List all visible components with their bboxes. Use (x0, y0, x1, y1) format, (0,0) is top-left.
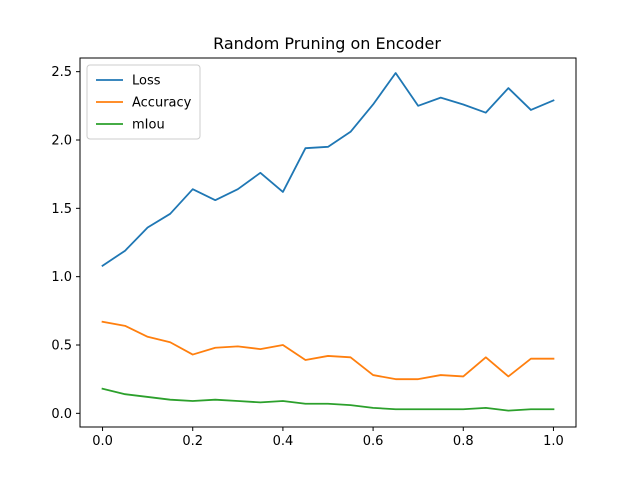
legend-label-accuracy: Accuracy (132, 96, 192, 111)
legend-label-miou: mIou (132, 118, 165, 133)
y-tick-label: 1.0 (51, 270, 72, 285)
x-tick-label: 0.8 (453, 434, 474, 449)
x-tick-label: 0.2 (182, 434, 203, 449)
legend: Loss Accuracy mIou (86, 64, 201, 140)
axes-frame (79, 57, 577, 428)
chart-title: Random Pruning on Encoder (213, 34, 441, 53)
series-line-loss (101, 72, 555, 267)
x-tick-label: 0.6 (363, 434, 384, 449)
y-tick-label: 2.5 (51, 65, 72, 80)
x-tick-label: 0.0 (92, 434, 113, 449)
y-tick-label: 0.0 (51, 407, 72, 422)
legend-label-loss: Loss (132, 74, 161, 89)
legend-box (86, 64, 201, 140)
y-tick-label: 1.5 (51, 202, 72, 217)
y-tick-label: 2.0 (51, 134, 72, 149)
series-line-accuracy (101, 320, 555, 381)
x-tick-label: 0.4 (273, 434, 294, 449)
plot-area: 0.0 0.2 0.4 0.6 0.8 1.0 0.0 0.5 1.0 1.5 2.0 2.5 Loss… (51, 57, 577, 449)
x-tick-label: 1.0 (543, 434, 564, 449)
y-tick-label: 0.5 (51, 339, 72, 354)
series-line-miou (101, 387, 555, 412)
